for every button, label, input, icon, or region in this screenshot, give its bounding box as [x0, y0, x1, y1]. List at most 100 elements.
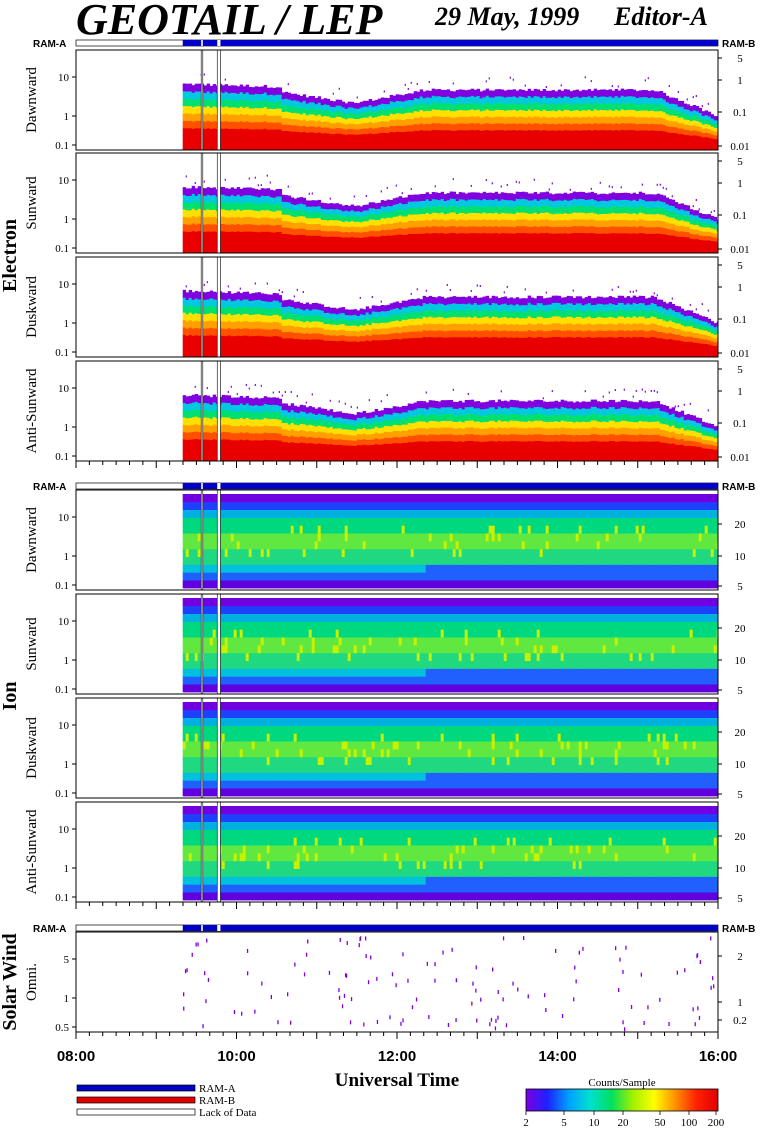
- right-tick-label: 20: [735, 831, 747, 843]
- left-tick-label: 0.1: [55, 451, 69, 463]
- left-tick-label: 0.1: [55, 892, 69, 904]
- right-tick-label: 0.1: [733, 210, 747, 222]
- x-tick-label: 16:00: [699, 1048, 737, 1065]
- legend-label: RAM-A: [199, 1083, 236, 1095]
- left-tick-label: 1: [64, 993, 70, 1005]
- panel-label: Anti-Sunward: [24, 368, 40, 453]
- left-tick-label: 10: [58, 279, 70, 291]
- left-tick-label: 10: [58, 720, 70, 732]
- right-tick-label: 5: [737, 789, 743, 801]
- left-tick-label: 0.1: [55, 684, 69, 696]
- x-tick-label: 08:00: [57, 1048, 95, 1065]
- left-tick-label: 10: [58, 824, 70, 836]
- panel-label: Duskward: [24, 717, 40, 779]
- left-tick-label: 1: [64, 422, 70, 434]
- group-label: Electron: [0, 219, 21, 292]
- left-tick-label: 0.1: [55, 243, 69, 255]
- colorbar-title: Counts/Sample: [588, 1077, 655, 1089]
- colorbar-tick-label: 50: [655, 1117, 667, 1128]
- panel-dawnward: [182, 50, 718, 150]
- panel-label: Dawnward: [24, 67, 40, 133]
- panel-label: Dawnward: [24, 507, 40, 573]
- panel-label: Sunward: [24, 617, 40, 671]
- left-tick-label: 0.1: [55, 347, 69, 359]
- left-tick-label: 0.5: [55, 1022, 69, 1034]
- right-tick-label: 5: [737, 364, 743, 376]
- x-axis-label: Universal Time: [335, 1070, 459, 1091]
- panel-frame: [75, 49, 719, 151]
- right-tick-label: 5: [737, 53, 743, 65]
- left-tick-label: 1: [64, 759, 70, 771]
- panel-frame: [75, 697, 719, 799]
- colorbar-tick-label: 100: [681, 1117, 698, 1128]
- left-tick-label: 0.1: [55, 580, 69, 592]
- right-tick-label: 0.01: [730, 348, 749, 360]
- left-tick-label: 10: [58, 512, 70, 524]
- ram-a-label: RAM-A: [33, 482, 66, 493]
- right-tick-label: 20: [735, 623, 747, 635]
- panel-label: Sunward: [24, 176, 40, 230]
- right-tick-label: 1: [737, 178, 743, 190]
- right-tick-label: 10: [735, 863, 747, 875]
- right-tick-label: 20: [735, 727, 747, 739]
- panel-anti-sunward: [182, 802, 718, 902]
- left-tick-label: 1: [64, 655, 70, 667]
- panel-label: Anti-Sunward: [24, 809, 40, 894]
- ram-bar-gap: [217, 483, 221, 489]
- right-tick-label: 0.1: [733, 418, 747, 430]
- right-tick-label: 20: [735, 519, 747, 531]
- right-tick-label: 10: [735, 759, 747, 771]
- panel-frame: [75, 152, 719, 254]
- colorbar-tick-label: 2: [523, 1117, 529, 1128]
- right-tick-label: 0.01: [730, 452, 749, 464]
- right-tick-label: 5: [737, 893, 743, 905]
- right-tick-label: 10: [735, 551, 747, 563]
- right-tick-label: 10: [735, 655, 747, 667]
- right-tick-label: 5: [737, 581, 743, 593]
- group-label: Ion: [0, 682, 21, 711]
- left-tick-label: 1: [64, 551, 70, 563]
- left-tick-label: 10: [58, 175, 70, 187]
- ram-bar-gap: [201, 483, 203, 489]
- right-tick-label: 5: [737, 156, 743, 168]
- group-label: Solar Wind: [0, 933, 21, 1030]
- ram-a-label: RAM-A: [33, 924, 66, 935]
- left-tick-label: 10: [58, 383, 70, 395]
- ram-bar-fill: [182, 483, 719, 489]
- plot-date: 29 May, 1999: [435, 2, 580, 31]
- legend-swatch: [76, 1084, 196, 1092]
- right-tick-label: 1: [737, 386, 743, 398]
- x-tick-label: 12:00: [378, 1048, 416, 1065]
- right-tick-label: 2: [737, 951, 743, 963]
- panel-label: Duskward: [24, 276, 40, 338]
- plot-editor: Editor-A: [614, 2, 708, 31]
- right-tick-label: 0.2: [733, 1015, 747, 1027]
- legend-swatch: [76, 1096, 196, 1104]
- left-tick-label: 1: [64, 111, 70, 123]
- panel-label: Omni.: [24, 963, 40, 1001]
- right-tick-label: 1: [737, 282, 743, 294]
- plot-title: GEOTAIL / LEP: [76, 0, 383, 44]
- panel-anti-sunward: [182, 361, 718, 461]
- left-tick-label: 0.1: [55, 788, 69, 800]
- legend-label: RAM-B: [199, 1095, 235, 1107]
- ram-bar-gap: [217, 925, 221, 931]
- panel-sunward: [182, 594, 718, 694]
- right-tick-label: 1: [737, 75, 743, 87]
- panel-dawnward: [182, 490, 718, 590]
- ram-bar-fill: [182, 925, 719, 931]
- colorbar-tick-label: 200: [708, 1117, 725, 1128]
- left-tick-label: 0.1: [55, 140, 69, 152]
- legend-label: Lack of Data: [199, 1107, 257, 1119]
- group-solar-wind: [183, 936, 715, 1032]
- ram-bar-gap: [201, 925, 203, 931]
- panel-duskward: [182, 698, 718, 798]
- panel-duskward: [182, 257, 718, 357]
- left-tick-label: 1: [64, 214, 70, 226]
- left-tick-label: 10: [58, 616, 70, 628]
- ram-b-label: RAM-B: [722, 39, 755, 50]
- panel-frame: [75, 256, 719, 358]
- right-tick-label: 1: [737, 997, 743, 1009]
- ram-bar-gap: [217, 40, 221, 46]
- panel-frame: [75, 931, 719, 1033]
